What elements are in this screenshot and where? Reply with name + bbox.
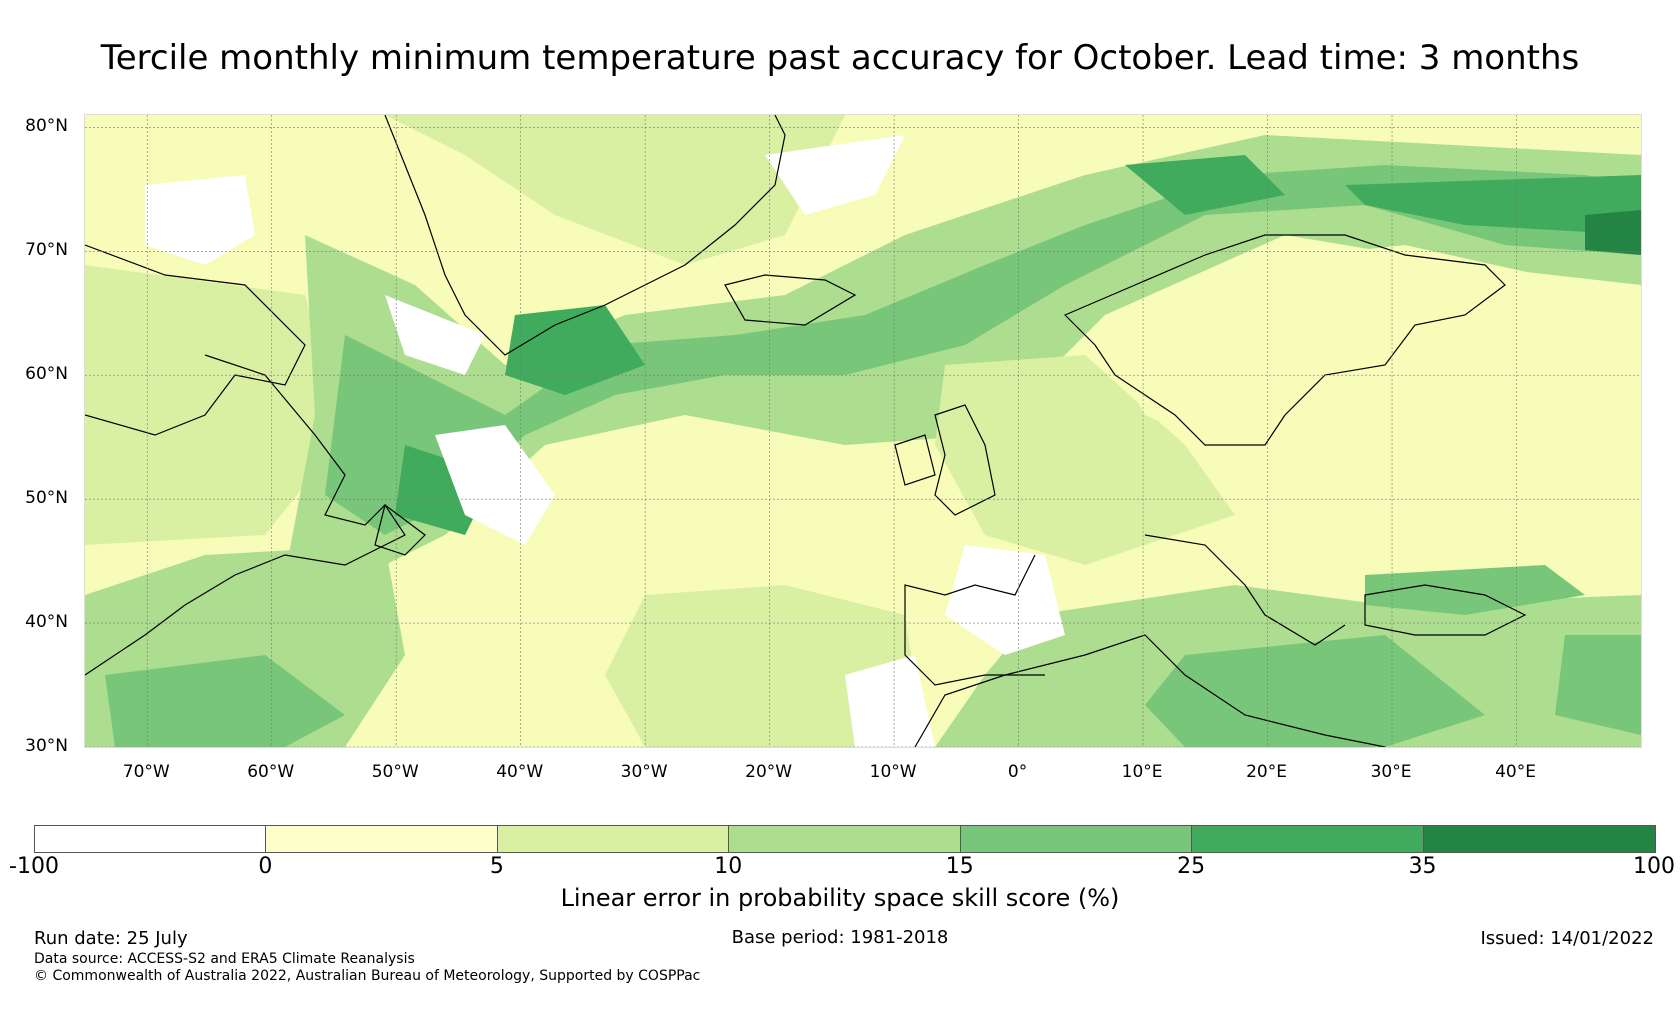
lat-tick-label: 50°N <box>25 488 68 509</box>
lat-tick-label: 40°N <box>25 612 68 633</box>
colorbar-segment <box>1423 826 1655 852</box>
lon-tick-label: 50°W <box>371 762 419 782</box>
colorbar-segment <box>729 826 961 852</box>
lon-tick-label: 40°E <box>1495 762 1536 782</box>
colorbar-tick-label: 15 <box>945 854 974 879</box>
lon-tick-label: 20°E <box>1246 762 1287 782</box>
colorbar-tick-label: -100 <box>9 854 59 879</box>
map-title: Tercile monthly minimum temperature past… <box>100 38 1580 78</box>
lon-tick-label: 70°W <box>122 762 170 782</box>
colorbar <box>34 825 1656 853</box>
lon-tick-label: 10°E <box>1121 762 1163 782</box>
lat-tick-label: 70°N <box>25 240 68 261</box>
issued-date: Issued: 14/01/2022 <box>1480 928 1654 949</box>
colorbar-label: Linear error in probability space skill … <box>560 884 1120 912</box>
colorbar-segment <box>960 826 1193 852</box>
lat-tick-label: 60°N <box>25 364 68 385</box>
colorbar-tick-label: 5 <box>489 854 504 879</box>
colorbar-tick-label: 100 <box>1633 854 1675 879</box>
lat-tick-label: 30°N <box>25 736 68 756</box>
skill-score-map <box>84 114 1642 748</box>
data-source: Data source: ACCESS-S2 and ERA5 Climate … <box>34 951 415 967</box>
lon-tick-label: 60°W <box>247 762 295 782</box>
colorbar-segment <box>35 826 267 852</box>
base-period: Base period: 1981-2018 <box>731 927 949 948</box>
gridlines <box>85 115 1641 747</box>
colorbar-tick-label: 25 <box>1177 854 1206 879</box>
lon-tick-label: 0° <box>1007 762 1028 782</box>
colorbar-tick-label: 10 <box>714 854 743 879</box>
lat-tick-label: 80°N <box>25 116 68 137</box>
copyright: © Commonwealth of Australia 2022, Austra… <box>34 968 701 984</box>
colorbar-segment <box>497 826 730 852</box>
lon-tick-label: 30°W <box>620 762 668 782</box>
lon-tick-label: 10°W <box>869 762 917 782</box>
lon-tick-label: 40°W <box>496 762 544 782</box>
colorbar-segment <box>266 826 498 852</box>
colorbar-segment <box>1192 826 1424 852</box>
coastlines <box>85 115 1527 747</box>
run-date: Run date: 25 July <box>34 928 188 949</box>
lon-tick-label: 30°E <box>1370 762 1412 782</box>
skill-field <box>85 115 1641 747</box>
lon-tick-label: 20°W <box>745 762 793 782</box>
colorbar-tick-label: 35 <box>1408 854 1437 879</box>
colorbar-tick-label: 0 <box>258 854 273 879</box>
